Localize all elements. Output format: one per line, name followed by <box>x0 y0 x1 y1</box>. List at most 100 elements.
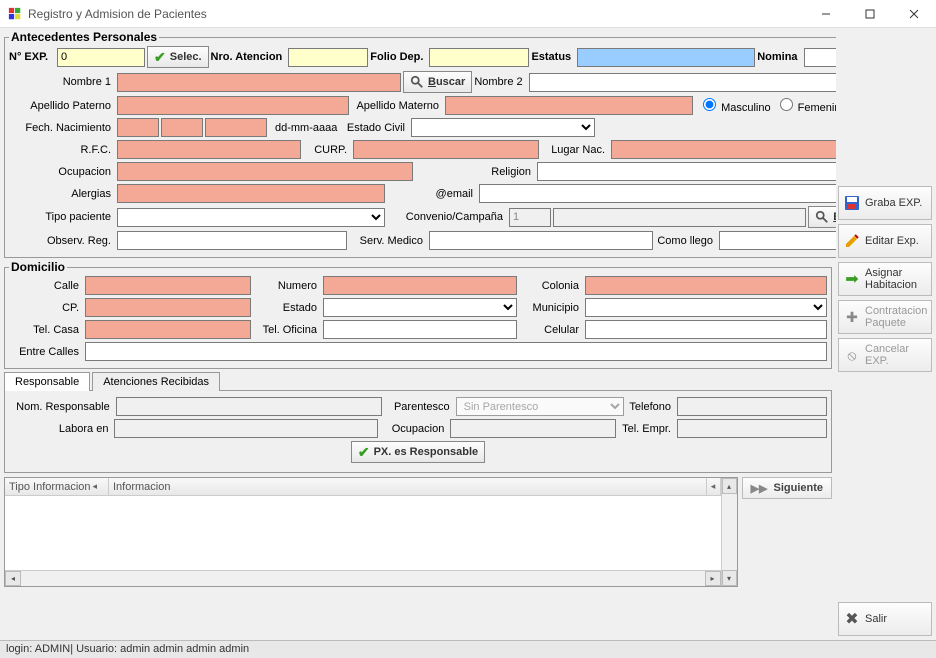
tel-casa-input[interactable] <box>85 320 251 339</box>
px-responsable-button[interactable]: ✔ PX. es Responsable <box>351 441 485 463</box>
antecedentes-legend: Antecedentes Personales <box>9 30 159 44</box>
entre-calles-input[interactable] <box>85 342 827 361</box>
salir-button[interactable]: ✖ Salir <box>838 602 932 636</box>
calle-label: Calle <box>9 280 83 292</box>
telefono-label: Telefono <box>626 401 675 413</box>
lugar-nac-label: Lugar Nac. <box>541 144 609 156</box>
grid-col-info[interactable]: Informacion <box>109 478 707 495</box>
siguiente-label: Siguiente <box>773 482 823 494</box>
selec-button[interactable]: ✔ Selec. <box>147 46 209 68</box>
buscar-nombre-button[interactable]: Buscar <box>403 71 472 93</box>
tab-responsable[interactable]: Responsable <box>4 372 90 391</box>
sort-icon: ◂ <box>711 481 716 492</box>
sort-icon: ◂ <box>93 481 98 492</box>
nro-atencion-label: Nro. Atencion <box>211 51 287 63</box>
siguiente-button[interactable]: ▶▶ Siguiente <box>742 477 832 499</box>
cp-label: CP. <box>9 302 83 314</box>
check-icon: ✔ <box>154 49 166 66</box>
celular-input[interactable] <box>585 320 827 339</box>
parentesco-select: Sin Parentesco <box>456 397 624 416</box>
labora-en-input <box>114 419 378 438</box>
nro-atencion-input[interactable] <box>288 48 368 67</box>
minimize-button[interactable] <box>804 0 848 28</box>
convenio-desc-input <box>553 208 806 227</box>
grid-hscroll[interactable]: ◂▸ <box>5 570 721 586</box>
femenino-radio[interactable]: Femenino <box>780 98 836 114</box>
municipio-label: Municipio <box>519 302 583 314</box>
estatus-input[interactable] <box>577 48 755 67</box>
nombre2-label: Nombre 2 <box>474 76 526 88</box>
religion-select[interactable] <box>537 162 836 181</box>
search-icon <box>815 210 829 224</box>
alergias-input[interactable] <box>117 184 385 203</box>
rfc-input[interactable] <box>117 140 301 159</box>
folio-dep-input[interactable] <box>429 48 529 67</box>
n-exp-input[interactable] <box>57 48 145 67</box>
check-icon: ✔ <box>358 444 370 461</box>
fech-nac-yyyy[interactable] <box>205 118 267 137</box>
masculino-radio[interactable]: Masculino <box>703 98 771 114</box>
serv-medico-label: Serv. Medico <box>349 235 427 247</box>
editar-exp-button[interactable]: Editar Exp. <box>838 224 932 258</box>
app-icon <box>8 7 22 21</box>
municipio-select[interactable] <box>585 298 827 317</box>
side-panel: Graba EXP. Editar Exp. ➡ Asignar Habitac… <box>836 28 936 640</box>
antecedentes-fieldset: Antecedentes Personales N° EXP. ✔ Selec.… <box>4 30 836 258</box>
curp-input[interactable] <box>353 140 539 159</box>
numero-input[interactable] <box>323 276 517 295</box>
maximize-button[interactable] <box>848 0 892 28</box>
rfc-label: R.F.C. <box>9 144 115 156</box>
email-label: @email <box>387 188 477 200</box>
observ-reg-input[interactable] <box>117 231 347 250</box>
ocupacion2-input <box>450 419 616 438</box>
cancelar-exp-label: Cancelar EXP. <box>865 343 927 367</box>
asignar-hab-button[interactable]: ➡ Asignar Habitacion <box>838 262 932 296</box>
religion-label: Religion <box>415 166 535 178</box>
domicilio-fieldset: Domicilio Calle Numero Colonia CP. Estad… <box>4 260 832 369</box>
buscar-label: Buscar <box>428 76 465 88</box>
cancel-icon: ⦸ <box>843 346 861 364</box>
nom-responsable-input <box>116 397 383 416</box>
exit-icon: ✖ <box>843 610 861 628</box>
tel-empr-label: Tel. Empr. <box>618 423 675 435</box>
contratacion-button[interactable]: ✚ Contratacion Paquete <box>838 300 932 334</box>
grid-col-tipo[interactable]: Tipo Informacion ◂ <box>5 478 109 495</box>
buscar-convenio-button[interactable]: Buscar <box>808 206 836 228</box>
email-input[interactable] <box>479 184 836 203</box>
tab-atenciones[interactable]: Atenciones Recibidas <box>92 372 220 391</box>
fech-nac-mm[interactable] <box>161 118 203 137</box>
estado-civil-select[interactable] <box>411 118 595 137</box>
serv-medico-input[interactable] <box>429 231 653 250</box>
fech-nac-dd[interactable] <box>117 118 159 137</box>
como-llego-select[interactable] <box>719 231 836 250</box>
ocupacion-input[interactable] <box>117 162 413 181</box>
numero-label: Numero <box>253 280 321 292</box>
apellido-pat-input[interactable] <box>117 96 349 115</box>
close-button[interactable] <box>892 0 936 28</box>
lugar-nac-input[interactable] <box>611 140 836 159</box>
tel-casa-label: Tel. Casa <box>9 324 83 336</box>
tel-empr-input <box>677 419 827 438</box>
cancelar-exp-button[interactable]: ⦸ Cancelar EXP. <box>838 338 932 372</box>
convenio-label: Convenio/Campaña <box>387 211 507 223</box>
tipo-paciente-select[interactable] <box>117 208 385 227</box>
contratacion-label: Contratacion Paquete <box>865 305 927 329</box>
como-llego-label: Como llego <box>655 235 717 247</box>
apellido-pat-label: Apellido Paterno <box>9 100 115 112</box>
asignar-hab-label: Asignar Habitacion <box>865 267 927 291</box>
grid-vscroll[interactable]: ▴▾ <box>721 478 737 586</box>
graba-exp-button[interactable]: Graba EXP. <box>838 186 932 220</box>
nombre2-input[interactable] <box>529 73 836 92</box>
estado-select[interactable] <box>323 298 517 317</box>
apellido-mat-input[interactable] <box>445 96 693 115</box>
colonia-input[interactable] <box>585 276 827 295</box>
cp-input[interactable] <box>85 298 251 317</box>
tel-oficina-input[interactable] <box>323 320 517 339</box>
convenio-num-input <box>509 208 551 227</box>
nomina-input[interactable] <box>804 48 836 67</box>
estatus-label: Estatus <box>531 51 575 63</box>
selec-label: Selec. <box>170 51 202 63</box>
px-responsable-label: PX. es Responsable <box>374 446 479 458</box>
nombre1-input[interactable] <box>117 73 401 92</box>
calle-input[interactable] <box>85 276 251 295</box>
